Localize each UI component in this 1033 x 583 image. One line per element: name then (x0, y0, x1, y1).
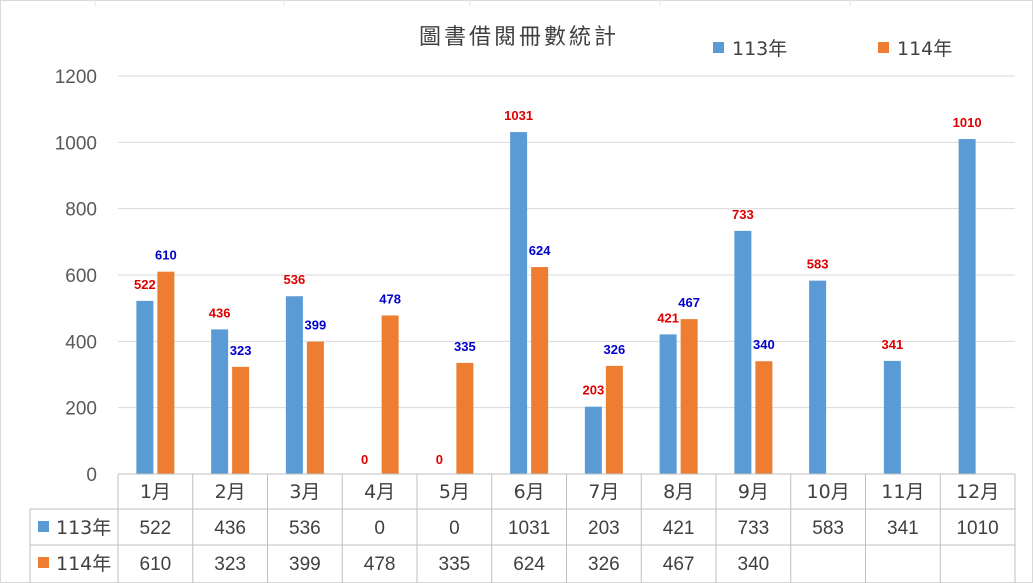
category-label: 9月 (738, 481, 769, 503)
table-cell: 399 (289, 554, 321, 575)
legend-swatch (878, 42, 889, 53)
category-label: 1月 (140, 481, 171, 503)
data-label: 0 (436, 452, 443, 467)
data-label: 436 (209, 305, 231, 320)
category-label: 4月 (364, 481, 395, 503)
data-label: 467 (678, 295, 700, 310)
data-label: 583 (807, 257, 829, 272)
table-cell: 0 (449, 518, 460, 539)
bar (605, 365, 623, 474)
table-cell: 733 (738, 518, 770, 539)
table-cell: 536 (289, 518, 321, 539)
data-label: 1031 (504, 108, 533, 123)
legend-entry: 114年 (897, 38, 952, 60)
y-tick-label: 600 (65, 266, 97, 287)
data-label: 399 (305, 318, 327, 333)
bar (584, 406, 602, 474)
y-tick-label: 200 (65, 399, 97, 420)
data-label: 326 (604, 342, 626, 357)
bar (734, 230, 752, 474)
y-tick-label: 1200 (55, 67, 97, 88)
bar (755, 361, 773, 474)
legend-entry: 113年 (732, 38, 787, 60)
y-tick-label: 1000 (55, 133, 97, 154)
table-cell: 326 (588, 554, 620, 575)
category-label: 3月 (289, 481, 320, 503)
data-label: 340 (753, 337, 775, 352)
data-label: 421 (657, 310, 679, 325)
bar (531, 267, 549, 474)
y-tick-label: 0 (86, 465, 97, 486)
table-cell: 478 (364, 554, 396, 575)
data-label: 335 (454, 339, 476, 354)
category-label: 2月 (215, 481, 246, 503)
bar (232, 366, 250, 474)
category-label: 11月 (881, 481, 924, 503)
category-label: 12月 (956, 481, 999, 503)
bar (510, 132, 528, 474)
table-cell: 323 (214, 554, 246, 575)
bar (157, 271, 175, 474)
category-label: 6月 (514, 481, 545, 503)
bar (883, 360, 901, 474)
category-label: 10月 (807, 481, 850, 503)
category-label: 7月 (588, 481, 619, 503)
data-label: 610 (155, 248, 177, 263)
table-cell: 0 (374, 518, 385, 539)
bar (456, 362, 474, 474)
table-cell: 203 (588, 518, 620, 539)
bar (306, 341, 324, 474)
y-tick-label: 400 (65, 332, 97, 353)
table-series-name: 113年 (56, 517, 111, 539)
table-cell: 1010 (956, 518, 998, 539)
table-cell: 522 (140, 518, 172, 539)
bar (285, 296, 303, 474)
bar (659, 334, 677, 474)
table-legend-swatch (38, 521, 49, 532)
category-label: 8月 (663, 481, 694, 503)
table-cell: 610 (140, 554, 172, 575)
y-tick-label: 800 (65, 200, 97, 221)
data-label: 203 (583, 383, 605, 398)
data-label: 341 (882, 337, 904, 352)
table-cell: 335 (439, 554, 471, 575)
table-cell: 624 (513, 554, 545, 575)
legend-swatch (713, 42, 724, 53)
table-cell: 340 (738, 554, 770, 575)
table-series-name: 114年 (56, 553, 111, 575)
table-cell: 421 (663, 518, 695, 539)
table-cell: 341 (887, 518, 919, 539)
data-label: 323 (230, 343, 252, 358)
table-cell: 1031 (508, 518, 550, 539)
data-label: 0 (361, 452, 368, 467)
table-cell: 436 (214, 518, 246, 539)
table-cell: 467 (663, 554, 695, 575)
data-label: 624 (529, 243, 551, 258)
bar (680, 319, 698, 474)
data-label: 1010 (953, 115, 982, 130)
bar (211, 329, 229, 474)
bar (809, 280, 827, 474)
category-label: 5月 (439, 481, 470, 503)
chart-title: 圖書借閱冊數統計 (419, 25, 619, 50)
data-label: 536 (284, 272, 306, 287)
bar (136, 300, 154, 474)
data-label: 733 (732, 207, 754, 222)
table-cell: 583 (812, 518, 844, 539)
bar (958, 139, 976, 474)
data-label: 522 (134, 277, 156, 292)
table-legend-swatch (38, 557, 49, 568)
bar (381, 315, 399, 474)
data-label: 478 (379, 291, 401, 306)
